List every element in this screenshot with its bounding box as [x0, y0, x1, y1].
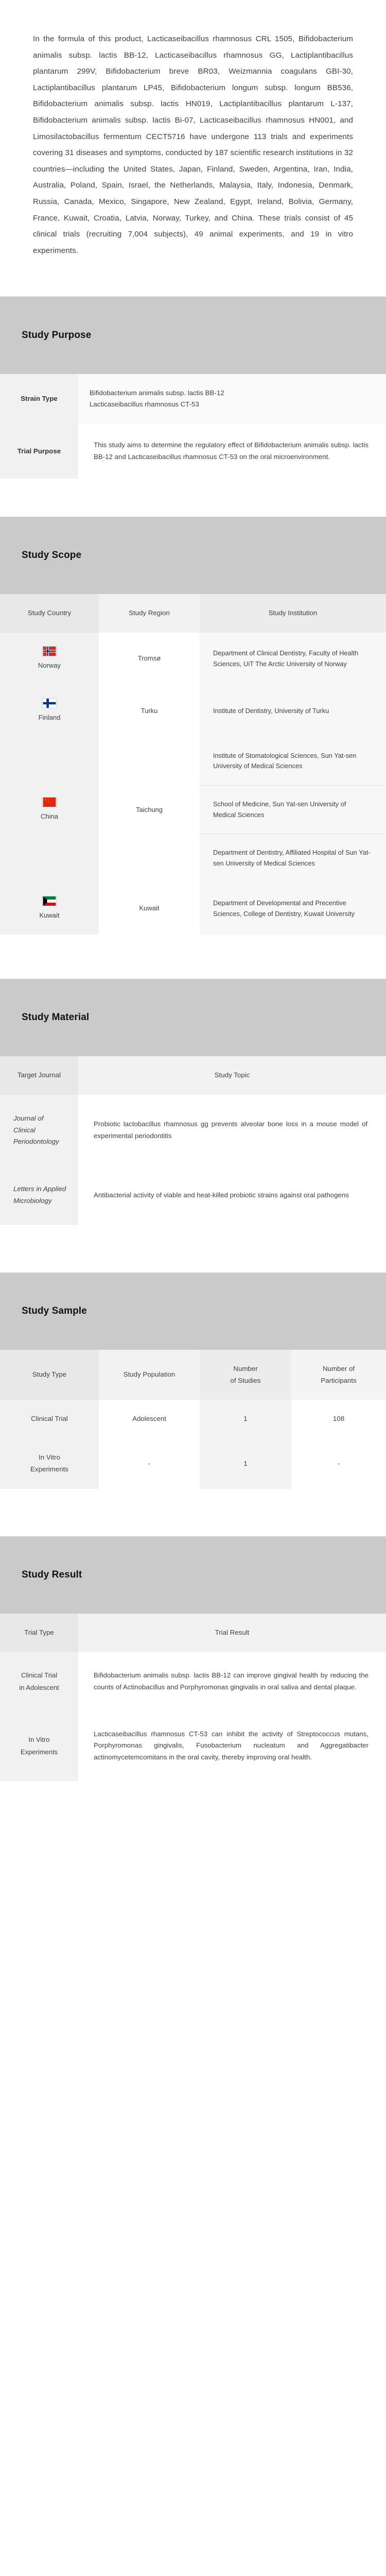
table-row: Department of Dentistry, Affiliated Hosp…	[0, 834, 386, 883]
section-gap	[0, 478, 386, 517]
table-header-row: Trial Type Trial Result	[0, 1613, 386, 1652]
country-label: Finland	[38, 714, 61, 722]
col-header-number-of-participants: Number of Participants	[291, 1349, 386, 1400]
intro-paragraph: In the formula of this product, Lacticas…	[33, 35, 353, 255]
trial-result: Bifidobacterium animalis subsp. lactis B…	[78, 1652, 386, 1711]
trial-result: Lacticaseibacillus rhamnosus CT-53 can i…	[78, 1710, 386, 1782]
table-row: Letters in Applied Microbiology Antibact…	[0, 1165, 386, 1225]
study-result-band: Study Result	[0, 1536, 386, 1614]
table-row: In Vitro Experiments - 1 -	[0, 1438, 386, 1489]
study-scope-band: Study Scope	[0, 516, 386, 594]
study-scope-table: Study Country Study Region Study Institu…	[0, 594, 386, 935]
section-gap	[0, 1225, 386, 1273]
study-purpose-table: Strain Type Bifidobacterium animalis sub…	[0, 374, 386, 479]
table-row: Kuwait Kuwait Department of Developmenta…	[0, 882, 386, 935]
col-header-study-country: Study Country	[0, 594, 99, 633]
country-cell-kuwait: Kuwait	[0, 882, 99, 935]
col-header-number-of-studies: Number of Studies	[200, 1349, 291, 1400]
flag-china-icon	[42, 797, 57, 808]
sample-type: Clinical Trial	[0, 1400, 99, 1439]
region-cell: Turku	[99, 685, 200, 737]
country-cell-finland: Finland	[0, 685, 99, 737]
study-material-section: Study Material Target Journal Study Topi…	[0, 979, 386, 1225]
sample-number-of-studies: 1	[200, 1400, 291, 1439]
study-result-title: Study Result	[22, 1569, 82, 1580]
country-label: Norway	[38, 661, 61, 669]
study-sample-section: Study Sample Study Type Study Population…	[0, 1272, 386, 1489]
table-row: Clinical Trial in Adolescent Bifidobacte…	[0, 1652, 386, 1711]
table-row: Finland Turku Institute of Dentistry, Un…	[0, 685, 386, 737]
country-cell-norway: Norway	[0, 632, 99, 685]
institution-cell: Department of Developmental and Precenti…	[200, 882, 386, 935]
table-row: School of Medicine, Sun Yat-sen Universi…	[0, 785, 386, 834]
study-result-table: Trial Type Trial Result Clinical Trial i…	[0, 1613, 386, 1782]
study-scope-section: Study Scope Study Country Study Region S…	[0, 516, 386, 935]
trial-purpose-label: Trial Purpose	[0, 424, 78, 479]
sample-population: Adolescent	[99, 1400, 200, 1439]
study-sample-title: Study Sample	[22, 1305, 87, 1316]
sample-population: -	[99, 1438, 200, 1489]
region-cell: Taichung	[99, 737, 200, 883]
table-row: In Vitro Experiments Lacticaseibacillus …	[0, 1710, 386, 1782]
col-header-study-type: Study Type	[0, 1349, 99, 1400]
section-gap	[0, 935, 386, 979]
study-purpose-band: Study Purpose	[0, 296, 386, 374]
table-header-row: Target Journal Study Topic	[0, 1056, 386, 1095]
table-row: Norway Tromsø Department of Clinical Den…	[0, 632, 386, 685]
flag-norway-icon	[42, 646, 57, 656]
region-cell: Kuwait	[99, 882, 200, 935]
col-header-study-institution: Study Institution	[200, 594, 386, 633]
study-purpose-section: Study Purpose Strain Type Bifidobacteriu…	[0, 296, 386, 479]
table-row: Strain Type Bifidobacterium animalis sub…	[0, 374, 386, 425]
institution-cell: Department of Clinical Dentistry, Facult…	[200, 632, 386, 685]
col-header-target-journal: Target Journal	[0, 1056, 78, 1095]
table-row: Journal of Clinical Periodontology Probi…	[0, 1095, 386, 1166]
study-material-table: Target Journal Study Topic Journal of Cl…	[0, 1056, 386, 1225]
study-sample-band: Study Sample	[0, 1272, 386, 1350]
sample-number-of-participants: -	[291, 1438, 386, 1489]
col-header-study-population: Study Population	[99, 1349, 200, 1400]
study-result-section: Study Result Trial Type Trial Result Cli…	[0, 1536, 386, 1782]
sample-number-of-participants: 108	[291, 1400, 386, 1439]
region-cell: Tromsø	[99, 632, 200, 685]
study-material-title: Study Material	[22, 1012, 90, 1023]
study-purpose-title: Study Purpose	[22, 329, 92, 341]
sample-type: In Vitro Experiments	[0, 1438, 99, 1489]
trial-purpose-value: This study aims to determine the regulat…	[78, 424, 386, 479]
col-header-study-topic: Study Topic	[78, 1056, 386, 1095]
table-row: China Taichung Institute of Stomatologic…	[0, 737, 386, 883]
study-material-band: Study Material	[0, 979, 386, 1057]
institution-cell: Institute of Dentistry, University of Tu…	[200, 685, 386, 737]
institution-cell: School of Medicine, Sun Yat-sen Universi…	[200, 785, 386, 834]
strain-type-label: Strain Type	[0, 374, 78, 425]
sample-number-of-studies: 1	[200, 1438, 291, 1489]
country-cell-china: China	[0, 737, 99, 883]
col-header-trial-result: Trial Result	[78, 1613, 386, 1652]
product-study-summary-page: In the formula of this product, Lacticas…	[0, 0, 386, 1782]
intro-section: In the formula of this product, Lacticas…	[0, 0, 386, 297]
journal-name: Letters in Applied Microbiology	[0, 1165, 78, 1225]
country-label: China	[41, 812, 58, 821]
table-row: Clinical Trial Adolescent 1 108	[0, 1400, 386, 1439]
journal-name: Journal of Clinical Periodontology	[0, 1095, 78, 1166]
section-gap	[0, 1488, 386, 1536]
country-label: Kuwait	[39, 911, 60, 919]
col-header-study-region: Study Region	[99, 594, 200, 633]
study-scope-title: Study Scope	[22, 549, 82, 561]
table-header-row: Study Type Study Population Number of St…	[0, 1349, 386, 1400]
table-header-row: Study Country Study Region Study Institu…	[0, 594, 386, 633]
trial-type: In Vitro Experiments	[0, 1710, 78, 1782]
table-row: Trial Purpose This study aims to determi…	[0, 424, 386, 479]
strain-type-value: Bifidobacterium animalis subsp. lactis B…	[78, 374, 386, 425]
study-topic: Antibacterial activity of viable and hea…	[78, 1165, 386, 1225]
flag-finland-icon	[42, 698, 57, 709]
trial-type: Clinical Trial in Adolescent	[0, 1652, 78, 1711]
study-sample-table: Study Type Study Population Number of St…	[0, 1349, 386, 1489]
institution-cell: Institute of Stomatological Sciences, Su…	[200, 737, 386, 786]
study-topic: Probiotic lactobacillus rhamnosus gg pre…	[78, 1095, 386, 1166]
col-header-trial-type: Trial Type	[0, 1613, 78, 1652]
flag-kuwait-icon	[42, 895, 57, 906]
institution-cell: Department of Dentistry, Affiliated Hosp…	[200, 834, 386, 883]
